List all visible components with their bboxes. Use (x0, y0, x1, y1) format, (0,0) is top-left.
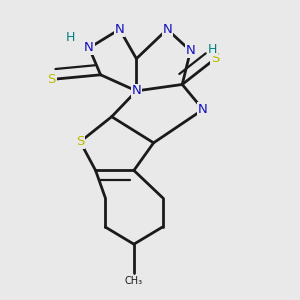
Text: N: N (115, 23, 124, 36)
Text: H: H (208, 43, 217, 56)
Text: N: N (162, 23, 172, 36)
Text: S: S (47, 73, 56, 86)
Text: S: S (76, 135, 84, 148)
Text: CH₃: CH₃ (125, 276, 143, 286)
Text: N: N (186, 44, 195, 57)
Text: H: H (66, 32, 75, 44)
Text: N: N (131, 84, 141, 98)
Text: N: N (84, 41, 94, 54)
Text: S: S (211, 52, 219, 65)
Text: N: N (198, 103, 208, 116)
